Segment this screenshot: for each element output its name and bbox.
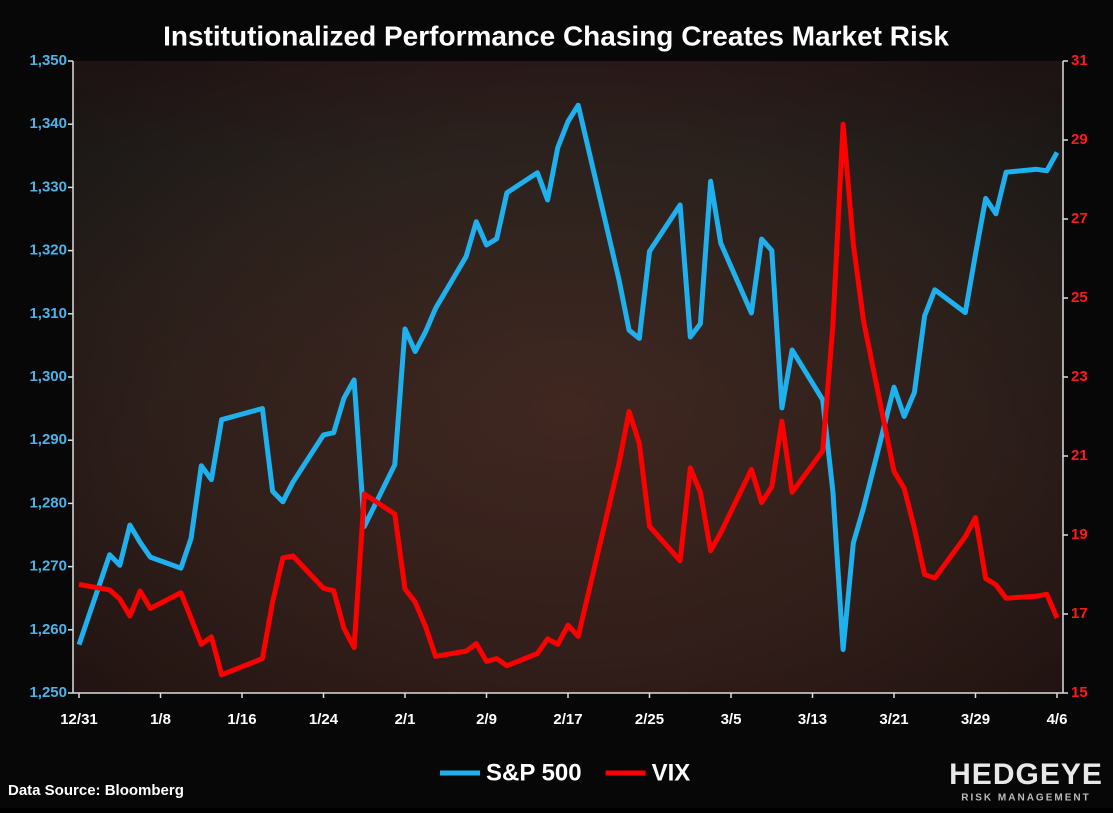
x-tick-label: 2/25 xyxy=(635,711,664,728)
x-tick-label: 2/17 xyxy=(553,711,582,728)
x-tick-label: 3/5 xyxy=(721,711,742,728)
y2-tick-label: 31 xyxy=(1071,52,1088,69)
logo-subtitle: RISK MANAGEMENT xyxy=(961,793,1090,804)
series-line xyxy=(78,121,1060,678)
y-tick-label: 1,320 xyxy=(29,242,67,259)
legend-label: S&P 500 xyxy=(486,759,582,786)
y2-tick-label: 19 xyxy=(1071,526,1088,543)
series-line xyxy=(76,102,1060,652)
y2-tick-label: 27 xyxy=(1071,210,1088,227)
y2-tick-label: 29 xyxy=(1071,131,1088,148)
x-tick-label: 1/16 xyxy=(227,711,256,728)
x-tick-label: 4/6 xyxy=(1047,711,1068,728)
y-tick-label: 1,270 xyxy=(29,558,67,575)
logo: HEDGEYE xyxy=(949,758,1103,791)
y-tick-label: 1,300 xyxy=(29,368,67,385)
x-tick-label: 3/21 xyxy=(879,711,908,728)
y-tick-label: 1,250 xyxy=(29,684,67,701)
y2-tick-label: 25 xyxy=(1071,289,1088,306)
source-note: Data Source: Bloomberg xyxy=(8,782,184,799)
x-tick-label: 1/24 xyxy=(309,711,339,728)
y-tick-label: 1,340 xyxy=(29,115,67,132)
plot-shade xyxy=(73,61,1063,693)
y2-tick-label: 21 xyxy=(1071,447,1088,464)
y-tick-label: 1,280 xyxy=(29,494,67,511)
y-tick-label: 1,290 xyxy=(29,431,67,448)
y-tick-label: 1,330 xyxy=(29,178,67,195)
chart-title: Institutionalized Performance Chasing Cr… xyxy=(163,20,949,51)
y2-tick-label: 17 xyxy=(1071,605,1088,622)
y2-tick-label: 15 xyxy=(1071,684,1088,701)
y-tick-label: 1,310 xyxy=(29,305,67,322)
y2-tick-label: 23 xyxy=(1071,368,1088,385)
x-tick-label: 2/1 xyxy=(395,711,416,728)
x-tick-label: 1/8 xyxy=(150,711,171,728)
legend-label: VIX xyxy=(652,759,691,786)
x-tick-label: 3/13 xyxy=(798,711,827,728)
x-tick-label: 12/31 xyxy=(60,711,98,728)
x-tick-label: 3/29 xyxy=(961,711,990,728)
y-tick-label: 1,350 xyxy=(29,52,67,69)
x-tick-label: 2/9 xyxy=(476,711,497,728)
y-tick-label: 1,260 xyxy=(29,621,67,638)
